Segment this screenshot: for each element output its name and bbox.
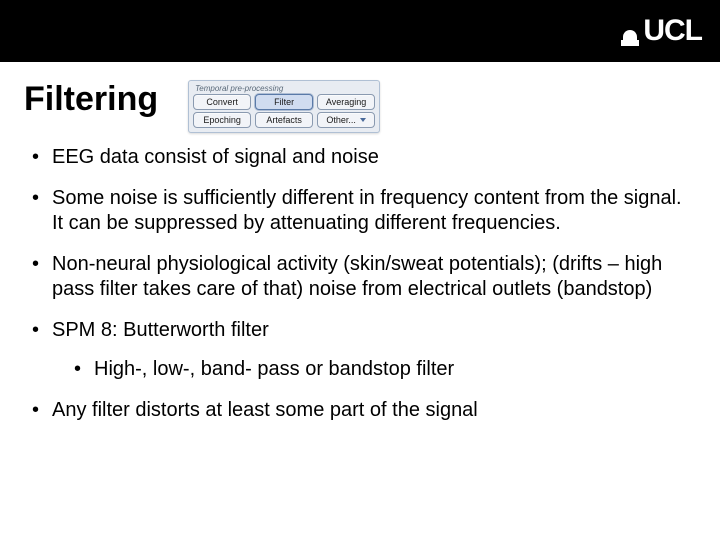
bullet-text: EEG data consist of signal and noise <box>52 146 379 168</box>
bullet-text: Any filter distorts at least some part o… <box>52 399 478 421</box>
bullet-item: EEG data consist of signal and noise <box>28 145 692 170</box>
sub-bullet-item: High-, low-, band- pass or bandstop filt… <box>70 357 692 382</box>
artefacts-button[interactable]: Artefacts <box>255 112 313 128</box>
epoching-button[interactable]: Epoching <box>193 112 251 128</box>
averaging-button[interactable]: Averaging <box>317 94 375 110</box>
sub-bullet-text: High-, low-, band- pass or bandstop filt… <box>94 358 454 380</box>
convert-button[interactable]: Convert <box>193 94 251 110</box>
ucl-dome-icon <box>621 16 639 46</box>
sub-bullet-list: High-, low-, band- pass or bandstop filt… <box>52 357 692 382</box>
title-row: Filtering Temporal pre-processing Conver… <box>0 62 720 141</box>
other-dropdown-button[interactable]: Other... <box>317 112 375 128</box>
bullet-text: Non-neural physiological activity (skin/… <box>52 253 662 300</box>
toolbar-row-2: Epoching Artefacts Other... <box>193 112 375 128</box>
bullet-item: Some noise is sufficiently different in … <box>28 186 692 236</box>
filter-button[interactable]: Filter <box>255 94 313 110</box>
bullet-item: Any filter distorts at least some part o… <box>28 398 692 423</box>
header-bar: UCL <box>0 0 720 62</box>
bullet-item: Non-neural physiological activity (skin/… <box>28 252 692 302</box>
toolbar-panel: Temporal pre-processing Convert Filter A… <box>188 80 380 133</box>
ucl-logo-text: UCL <box>643 16 702 46</box>
toolbar-rows: Convert Filter Averaging Epoching Artefa… <box>191 94 377 130</box>
toolbar-row-1: Convert Filter Averaging <box>193 94 375 110</box>
slide-title: Filtering <box>24 80 158 119</box>
bullet-item: SPM 8: Butterworth filter High-, low-, b… <box>28 318 692 382</box>
content-area: EEG data consist of signal and noise Som… <box>0 141 720 423</box>
bullet-text: Some noise is sufficiently different in … <box>52 187 682 234</box>
bullet-text: SPM 8: Butterworth filter <box>52 319 269 341</box>
bullet-list: EEG data consist of signal and noise Som… <box>28 145 692 423</box>
toolbar-caption: Temporal pre-processing <box>191 83 377 94</box>
ucl-logo: UCL <box>621 16 702 46</box>
